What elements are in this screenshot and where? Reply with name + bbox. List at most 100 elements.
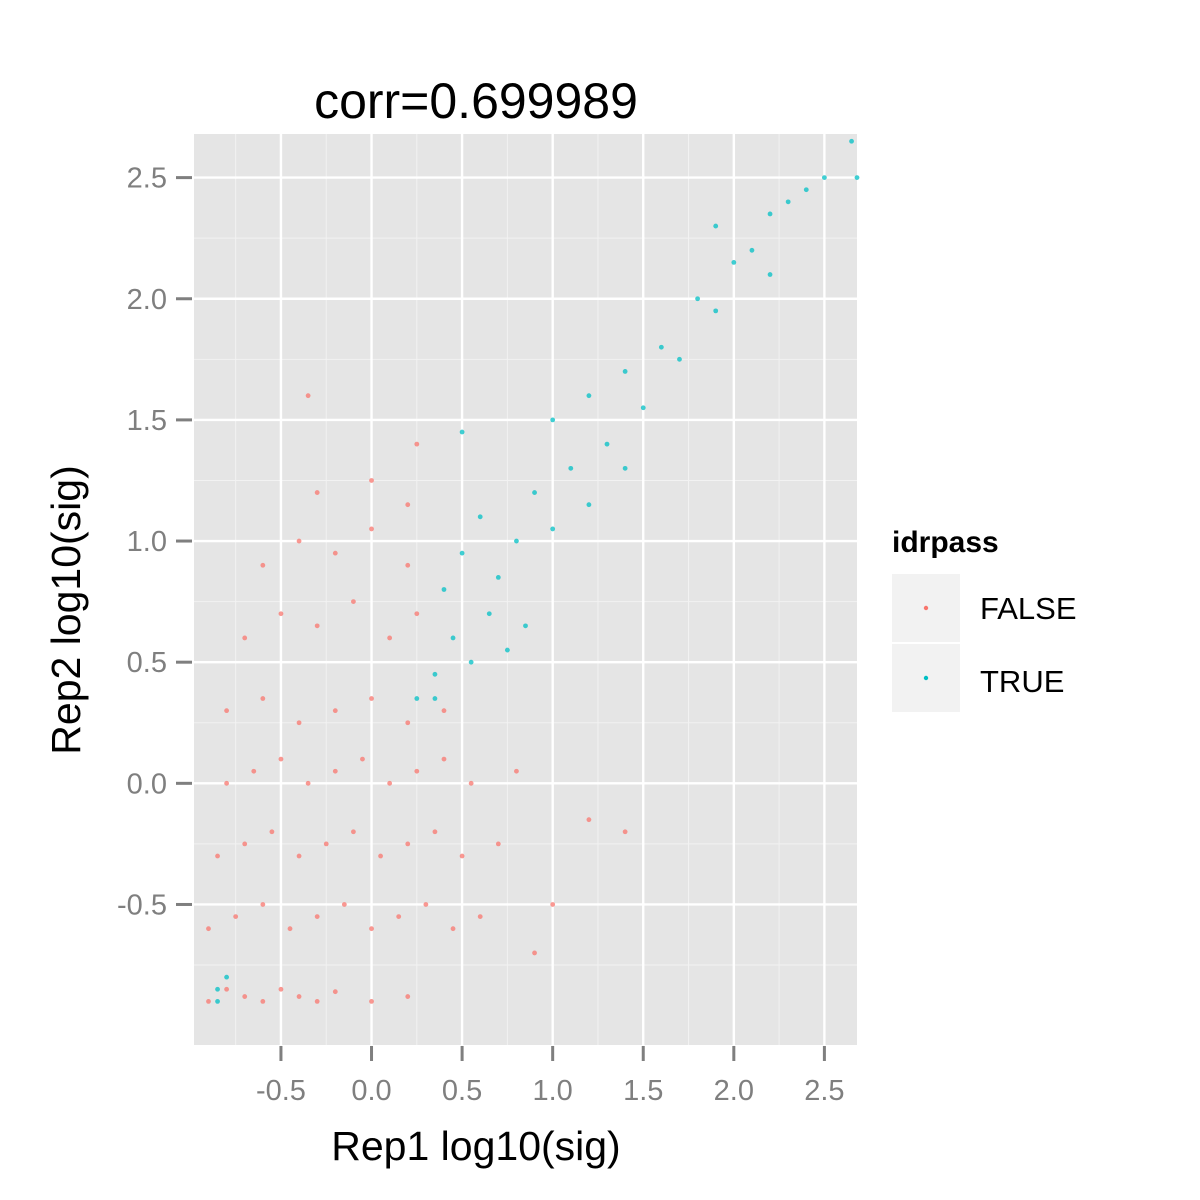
- data-point-false: [332, 708, 338, 714]
- chart-title: corr=0.699989: [314, 73, 638, 129]
- y-axis-label: Rep2 log10(sig): [43, 465, 89, 754]
- data-point-true: [432, 671, 438, 677]
- data-point-false: [314, 914, 320, 919]
- y-tick-label: -0.5: [117, 889, 167, 921]
- data-point-true: [441, 587, 447, 592]
- data-point-true: [849, 138, 854, 144]
- data-point-true: [622, 369, 628, 374]
- data-point-false: [305, 780, 311, 786]
- x-axis-label: Rep1 log10(sig): [331, 1123, 620, 1169]
- data-point-false: [387, 780, 393, 786]
- data-point-true: [523, 623, 528, 629]
- data-point-false: [514, 768, 519, 774]
- y-tick-label: 0.5: [127, 647, 167, 679]
- data-point-false: [369, 696, 374, 701]
- data-point-false: [269, 829, 275, 835]
- data-point-false: [550, 902, 556, 907]
- data-point-false: [287, 926, 293, 932]
- data-point-true: [215, 986, 220, 992]
- data-point-true: [821, 175, 827, 181]
- data-point-false: [224, 708, 230, 714]
- data-point-false: [450, 926, 456, 932]
- data-point-false: [260, 696, 266, 701]
- data-point-false: [260, 998, 266, 1004]
- data-point-true: [604, 441, 610, 447]
- legend-swatch-false: [923, 605, 929, 611]
- data-point-false: [351, 829, 356, 835]
- data-point-true: [622, 465, 628, 471]
- data-point-false: [305, 393, 311, 399]
- data-point-false: [332, 550, 338, 556]
- data-point-true: [215, 998, 220, 1004]
- y-tick-label: 0.0: [127, 768, 167, 800]
- data-point-false: [242, 994, 248, 999]
- data-point-false: [369, 926, 374, 932]
- data-point-false: [387, 635, 393, 641]
- x-tick-label: 2.0: [714, 1075, 754, 1107]
- data-point-false: [414, 768, 420, 774]
- data-point-false: [260, 902, 266, 907]
- data-point-true: [731, 260, 737, 265]
- data-point-true: [713, 223, 719, 229]
- data-point-true: [677, 356, 682, 362]
- data-point-true: [568, 465, 574, 471]
- data-point-true: [658, 344, 664, 350]
- data-point-false: [369, 998, 374, 1004]
- data-point-false: [314, 490, 320, 495]
- data-point-true: [495, 574, 501, 580]
- data-point-false: [206, 926, 211, 932]
- y-tick-label: 2.0: [127, 284, 167, 316]
- data-point-false: [332, 989, 338, 995]
- data-point-true: [450, 635, 456, 641]
- data-point-false: [224, 986, 230, 992]
- data-point-true: [803, 187, 809, 193]
- data-point-false: [341, 902, 347, 907]
- data-point-false: [242, 841, 248, 847]
- minor-gridlines: [194, 134, 857, 1045]
- data-point-false: [323, 841, 329, 847]
- data-point-true: [477, 514, 483, 520]
- data-point-false: [405, 562, 411, 568]
- data-point-false: [396, 914, 402, 919]
- data-point-true: [432, 696, 438, 701]
- data-point-false: [441, 756, 447, 762]
- data-point-false: [314, 623, 320, 629]
- x-axis: -0.5 0.0 0.5 1.0 1.5 2.0 2.5: [256, 1046, 845, 1107]
- data-point-false: [441, 708, 447, 714]
- data-point-true: [695, 296, 700, 302]
- x-tick-label: 1.5: [623, 1075, 663, 1107]
- data-point-true: [586, 502, 592, 508]
- data-point-false: [405, 720, 411, 726]
- data-point-false: [414, 611, 420, 617]
- data-point-false: [369, 478, 374, 483]
- data-point-false: [260, 562, 266, 568]
- data-point-false: [414, 441, 420, 447]
- legend-label-false: FALSE: [980, 591, 1077, 626]
- data-point-false: [233, 914, 239, 919]
- legend-label-true: TRUE: [980, 664, 1064, 699]
- data-point-false: [405, 841, 411, 847]
- data-point-true: [224, 974, 230, 980]
- data-point-true: [486, 611, 492, 617]
- data-point-false: [215, 853, 220, 859]
- data-point-false: [432, 829, 438, 835]
- data-point-false: [351, 599, 356, 605]
- data-point-false: [622, 829, 628, 835]
- data-point-false: [459, 853, 465, 859]
- data-point-true: [767, 211, 773, 217]
- data-point-true: [854, 175, 860, 181]
- x-tick-label: 2.5: [804, 1075, 844, 1107]
- data-point-false: [423, 902, 429, 907]
- data-point-false: [278, 611, 284, 617]
- y-tick-label: 1.5: [127, 405, 167, 437]
- data-point-true: [749, 247, 755, 253]
- data-point-false: [468, 780, 474, 786]
- legend-swatch-true: [923, 675, 929, 681]
- y-axis: -0.5 0.0 0.5 1.0 1.5 2.0 2.5: [117, 163, 192, 921]
- data-point-false: [278, 986, 284, 992]
- data-point-false: [296, 720, 302, 726]
- data-point-false: [242, 635, 248, 641]
- data-point-true: [459, 550, 465, 556]
- data-point-false: [378, 853, 383, 859]
